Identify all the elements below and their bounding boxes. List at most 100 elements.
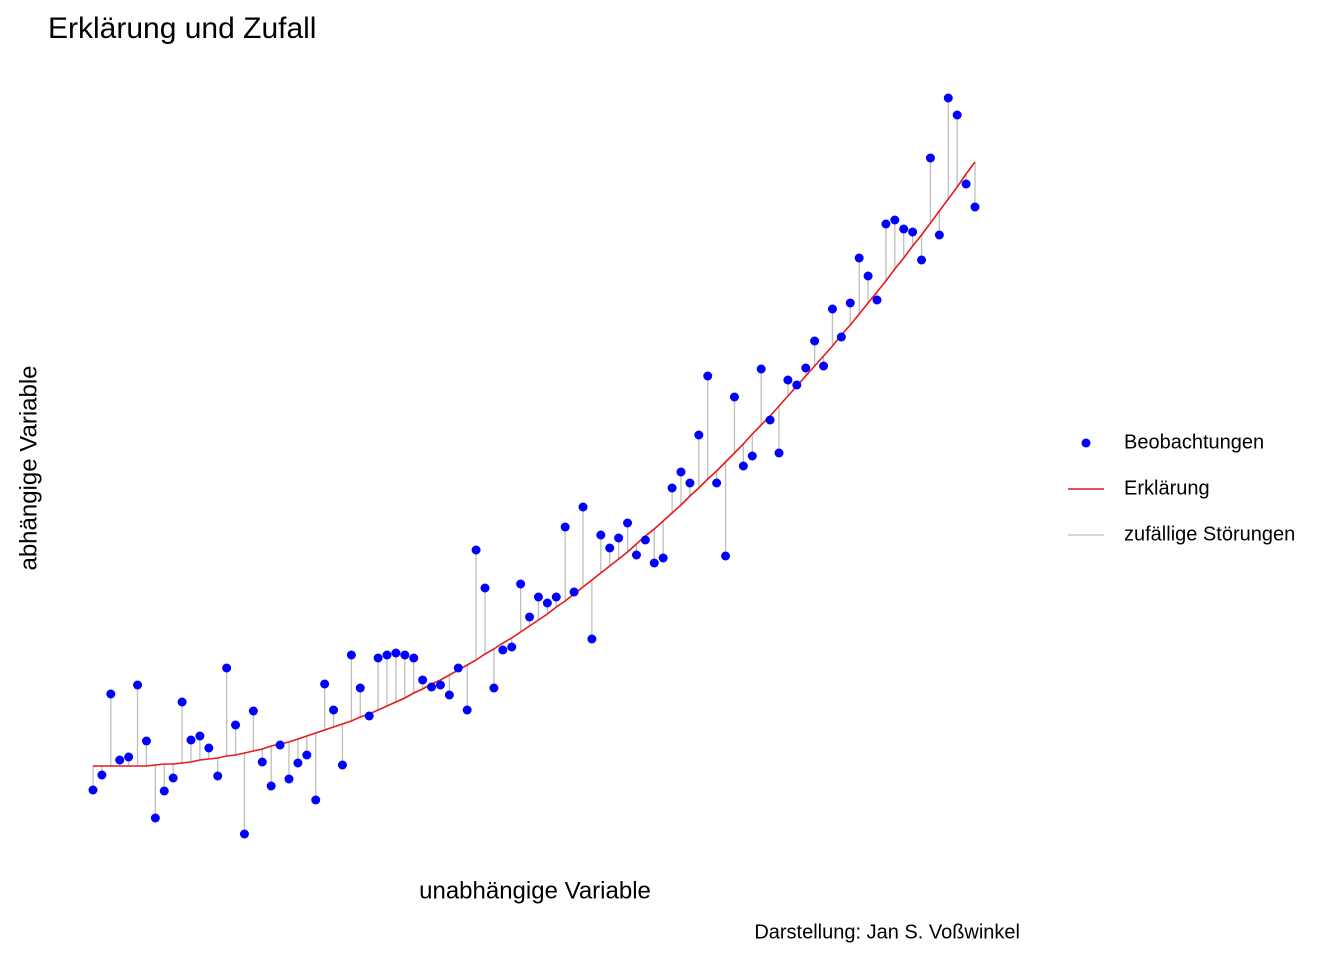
observation-point [560, 522, 570, 532]
caption: Darstellung: Jan S. Voßwinkel [754, 921, 1020, 943]
legend-label: Erklärung [1124, 477, 1210, 499]
observation-point [444, 690, 454, 700]
observation-point [391, 648, 401, 658]
observation-point [498, 645, 508, 655]
observation-point [284, 774, 294, 784]
observation-point [355, 683, 365, 693]
observation-point [694, 430, 704, 440]
observation-point [329, 705, 339, 715]
observation-point [141, 736, 151, 746]
legend-label: zufällige Störungen [1124, 523, 1295, 545]
observation-point [480, 583, 490, 593]
observation-point [213, 771, 223, 781]
observation-point [756, 364, 766, 374]
observation-point [917, 255, 927, 265]
observation-point [729, 392, 739, 402]
observation-point [462, 705, 472, 715]
observation-point [382, 650, 392, 660]
observation-point [631, 550, 641, 560]
observation-point [373, 653, 383, 663]
observation-point [542, 598, 552, 608]
observation-point [346, 650, 356, 660]
observation-point [195, 731, 205, 741]
observation-point [827, 304, 837, 314]
observation-point [418, 675, 428, 685]
observation-point [738, 461, 748, 471]
observation-point [952, 110, 962, 120]
observation-point [658, 553, 668, 563]
observation-point [239, 829, 249, 839]
observation-point [516, 579, 526, 589]
observation-point [881, 219, 891, 229]
observation-point [453, 663, 463, 673]
observation-point [400, 650, 410, 660]
observation-point [507, 642, 517, 652]
observation-point [747, 451, 757, 461]
observation-point [311, 795, 321, 805]
observation-point [168, 773, 178, 783]
observation-point [810, 336, 820, 346]
observation-point [774, 448, 784, 458]
observation-point [364, 711, 374, 721]
observation-point [899, 224, 909, 234]
observation-point [525, 612, 535, 622]
observation-point [819, 361, 829, 371]
observation-point [863, 271, 873, 281]
observation-point [177, 697, 187, 707]
observation-point [836, 332, 846, 342]
observation-point [765, 415, 775, 425]
observation-point [667, 483, 677, 493]
observation-point [605, 543, 615, 553]
observation-point [908, 227, 918, 237]
observation-point [854, 253, 864, 263]
observation-point [409, 653, 419, 663]
observation-point [257, 757, 267, 767]
observation-point [115, 755, 125, 765]
observation-point [427, 682, 437, 692]
observation-point [801, 363, 811, 373]
observation-point [471, 545, 481, 555]
observation-point [587, 634, 597, 644]
observation-point [970, 202, 980, 212]
observation-point [783, 375, 793, 385]
observation-point [248, 706, 258, 716]
observation-point [623, 518, 633, 528]
x-axis-label: unabhängige Variable [419, 877, 651, 904]
observation-point [872, 295, 882, 305]
observation-point [302, 750, 312, 760]
observation-point [275, 740, 285, 750]
observation-point [578, 502, 588, 512]
observation-point [703, 371, 713, 381]
observation-point [533, 592, 543, 602]
observation-point [320, 679, 330, 689]
observation-point [712, 478, 722, 488]
observation-point [159, 786, 169, 796]
observation-point [569, 587, 579, 597]
observation-point [204, 743, 214, 753]
observation-point [124, 752, 134, 762]
legend-label: Beobachtungen [1124, 431, 1264, 453]
observation-point [943, 93, 953, 103]
observation-point [890, 215, 900, 225]
observation-point [266, 781, 276, 791]
observation-point [489, 683, 499, 693]
observation-point [640, 535, 650, 545]
observation-point [596, 530, 606, 540]
observation-point [150, 813, 160, 823]
observation-point [961, 179, 971, 189]
y-axis-label: abhängige Variable [15, 365, 42, 570]
observation-point [685, 478, 695, 488]
observation-point [934, 230, 944, 240]
observation-point [186, 735, 196, 745]
observation-point [231, 720, 241, 730]
observation-point [97, 770, 107, 780]
observation-point [792, 380, 802, 390]
observation-point [435, 680, 445, 690]
observation-point [676, 467, 686, 477]
observation-point [614, 533, 624, 543]
observation-point [649, 558, 659, 568]
observation-point [925, 153, 935, 163]
observation-point [88, 785, 98, 795]
observation-point [551, 592, 561, 602]
